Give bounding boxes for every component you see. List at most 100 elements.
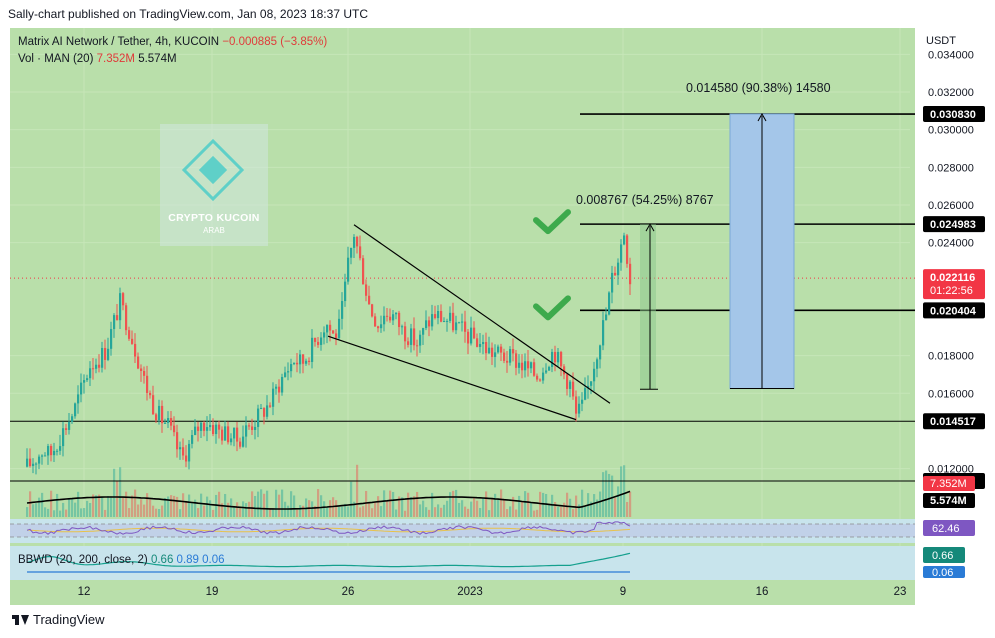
candle: [188, 443, 191, 462]
price-level-tag: [923, 302, 985, 319]
candle: [170, 418, 173, 426]
chart-area[interactable]: 0.008767 (54.25%) 8767 0.014580 (90.38%) …: [10, 28, 985, 605]
bbwd-label[interactable]: BBWD (20, 200, close, 2): [18, 554, 148, 566]
candle: [419, 334, 422, 346]
volume-bar: [371, 508, 374, 517]
candle: [80, 382, 83, 395]
volume-bar: [164, 497, 167, 517]
bbwd-legend: BBWD (20, 200, close, 2) 0.66 0.89 0.06: [18, 554, 225, 566]
time-tick-label: 23: [894, 586, 907, 598]
volume-bar: [461, 500, 464, 517]
volume-bar: [455, 489, 458, 517]
volume-bar: [182, 493, 185, 517]
candle: [518, 362, 521, 368]
volume-bar: [377, 496, 380, 517]
volume-bar: [545, 493, 548, 517]
volume-tag: [923, 476, 975, 491]
price-level-tag: [923, 216, 985, 233]
candle: [356, 236, 359, 247]
candle: [122, 293, 125, 306]
candle: [617, 262, 620, 276]
volume-bar: [26, 507, 29, 517]
candle: [476, 338, 479, 347]
volume-bar: [563, 502, 566, 517]
candle: [83, 380, 86, 383]
volume-bar: [380, 506, 383, 517]
candle: [386, 315, 389, 317]
volume-bar: [392, 491, 395, 517]
volume-bar: [581, 489, 584, 517]
volume-bar: [629, 491, 632, 517]
candle: [326, 324, 329, 333]
candle: [260, 408, 263, 410]
candle: [401, 326, 404, 328]
volume-bar: [557, 507, 560, 517]
candle: [59, 446, 62, 451]
price-level-tag: [923, 106, 985, 123]
candle: [194, 426, 197, 436]
volume-bar: [299, 505, 302, 517]
watermark-subtext: ARAB: [203, 226, 225, 235]
volume-bar: [320, 495, 323, 517]
candle: [581, 399, 584, 404]
volume-bar: [407, 492, 410, 517]
candle: [533, 362, 536, 376]
volume-bar: [53, 510, 56, 517]
candle: [263, 408, 266, 417]
volume-bar: [323, 501, 326, 517]
volume-ma-tag: [923, 493, 975, 508]
candle: [458, 322, 461, 324]
volume-bar: [260, 489, 263, 517]
price-level-tag-text: 0.014517: [930, 416, 976, 428]
candle: [410, 328, 413, 345]
candle: [506, 360, 509, 363]
volume-bar: [302, 505, 305, 517]
candle: [416, 345, 419, 347]
candle: [290, 364, 293, 372]
volume-bar: [470, 501, 473, 517]
candle: [257, 408, 260, 427]
price-tick-label: 0.012000: [928, 464, 974, 476]
candle: [605, 314, 608, 321]
volume-bar: [401, 497, 404, 517]
price-tick-label: 0.028000: [928, 162, 974, 174]
volume-bar: [98, 494, 101, 517]
candle: [104, 347, 107, 360]
volume-bar: [386, 501, 389, 517]
bbwd-tag: [923, 547, 965, 563]
volume-bar: [44, 507, 47, 517]
candle: [119, 293, 122, 321]
current-price-tag: [923, 269, 985, 300]
volume-bar: [410, 497, 413, 517]
volume-bar: [251, 491, 254, 517]
candle: [524, 361, 527, 371]
candle: [41, 455, 44, 457]
candle: [71, 416, 74, 422]
measure-large-arrowhead: [757, 113, 767, 122]
volume-bar: [311, 501, 314, 517]
candle: [296, 362, 299, 365]
volume-bar: [593, 494, 596, 517]
price-chart[interactable]: 0.008767 (54.25%) 8767 0.014580 (90.38%) …: [10, 28, 985, 605]
symbol-title[interactable]: Matrix AI Network / Tether, 4h, KUCOIN: [18, 36, 220, 48]
candle: [146, 375, 149, 393]
candle: [374, 316, 377, 327]
measure-large-label: 0.014580 (90.38%) 14580: [686, 81, 831, 95]
volume-bar: [494, 493, 497, 517]
volume-bar: [71, 497, 74, 517]
countdown-text: 01:22:56: [930, 285, 973, 297]
price-tick-label: 0.016000: [928, 388, 974, 400]
candle: [311, 337, 314, 362]
candle: [539, 379, 542, 381]
candle: [143, 370, 146, 376]
candle: [623, 235, 626, 245]
candle: [437, 310, 440, 319]
volume-bar: [314, 505, 317, 517]
footer-brand[interactable]: TradingView: [12, 612, 105, 627]
candle: [164, 422, 167, 424]
volume-label[interactable]: Vol · MAN (20): [18, 53, 94, 65]
candle: [95, 364, 98, 369]
candle: [245, 425, 248, 437]
volume-bar: [623, 465, 626, 517]
candle: [554, 351, 557, 363]
